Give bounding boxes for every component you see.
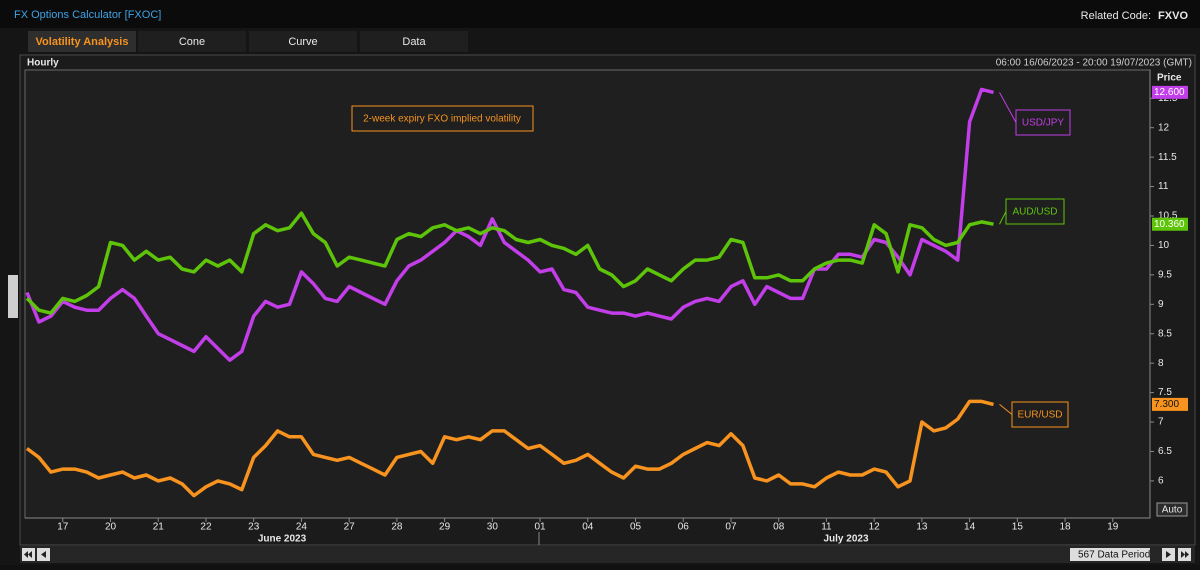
side-handle[interactable] bbox=[8, 275, 18, 318]
y-axis-label: Price bbox=[1157, 73, 1182, 84]
y-tick-label: 10 bbox=[1158, 240, 1170, 251]
auto-button-label[interactable]: Auto bbox=[1162, 505, 1183, 516]
data-period: 567 Data Period bbox=[1078, 550, 1150, 561]
x-tick-label: 04 bbox=[582, 522, 594, 533]
y-tick-label: 6 bbox=[1158, 476, 1164, 487]
x-tick-label: 20 bbox=[105, 522, 117, 533]
scroll-bar bbox=[20, 546, 1195, 563]
legend-label: EUR/USD bbox=[1017, 410, 1062, 421]
legend-label: AUD/USD bbox=[1012, 207, 1057, 218]
related-label: Related Code: bbox=[1081, 10, 1151, 22]
x-tick-label: 18 bbox=[1060, 522, 1072, 533]
x-tick-label: 06 bbox=[678, 522, 690, 533]
x-tick-label: 15 bbox=[1012, 522, 1024, 533]
page: {"header": {"title": "FX Options Calcula… bbox=[0, 0, 1200, 565]
y-tick-label: 6.5 bbox=[1158, 446, 1172, 457]
last-value-label: 10.360 bbox=[1154, 219, 1185, 230]
x-tick-label: 22 bbox=[200, 522, 212, 533]
annotation: 2-week expiry FXO implied volatility bbox=[363, 114, 521, 125]
title-bar bbox=[0, 0, 1200, 28]
x-tick-label: 11 bbox=[821, 522, 832, 533]
tab-label[interactable]: Data bbox=[402, 36, 426, 48]
app-title: FX Options Calculator [FXOC] bbox=[14, 9, 161, 21]
x-tick-label: 05 bbox=[630, 522, 642, 533]
x-tick-label: 01 bbox=[535, 522, 547, 533]
last-value-label: 7.300 bbox=[1154, 399, 1179, 410]
interval-label: Hourly bbox=[27, 58, 59, 69]
x-tick-label: 24 bbox=[296, 522, 308, 533]
y-tick-label: 11 bbox=[1158, 181, 1169, 192]
y-tick-label: 7 bbox=[1158, 417, 1164, 428]
y-tick-label: 7.5 bbox=[1158, 387, 1172, 398]
x-tick-label: 13 bbox=[916, 522, 928, 533]
screen: FX Options Calculator [FXOC] Related Cod… bbox=[0, 0, 1200, 565]
x-tick-label: 21 bbox=[153, 522, 165, 533]
month-label: July 2023 bbox=[823, 534, 868, 545]
tab-label[interactable]: Volatility Analysis bbox=[36, 36, 129, 48]
x-tick-label: 07 bbox=[725, 522, 737, 533]
date-range: 06:00 16/06/2023 - 20:00 19/07/2023 (GMT… bbox=[996, 58, 1192, 69]
x-tick-label: 14 bbox=[964, 522, 976, 533]
y-tick-label: 9.5 bbox=[1158, 270, 1172, 281]
y-tick-label: 9 bbox=[1158, 299, 1164, 310]
month-label: June 2023 bbox=[258, 534, 307, 545]
y-tick-label: 8 bbox=[1158, 358, 1164, 369]
related-code: FXVO bbox=[1158, 10, 1188, 22]
tab-label[interactable]: Cone bbox=[179, 36, 205, 48]
legend-label: USD/JPY bbox=[1022, 118, 1065, 129]
x-tick-label: 12 bbox=[869, 522, 881, 533]
y-tick-label: 8.5 bbox=[1158, 328, 1172, 339]
x-tick-label: 19 bbox=[1107, 522, 1119, 533]
x-tick-label: 27 bbox=[344, 522, 356, 533]
tab-label[interactable]: Curve bbox=[288, 36, 317, 48]
x-tick-label: 30 bbox=[487, 522, 499, 533]
last-value-label: 12.600 bbox=[1154, 87, 1185, 98]
y-tick-label: 12 bbox=[1158, 122, 1170, 133]
y-tick-label: 11.5 bbox=[1158, 152, 1177, 163]
plot-area bbox=[25, 70, 1150, 518]
x-tick-label: 28 bbox=[391, 522, 403, 533]
x-tick-label: 17 bbox=[57, 522, 69, 533]
x-tick-label: 23 bbox=[248, 522, 260, 533]
x-tick-label: 29 bbox=[439, 522, 451, 533]
x-tick-label: 08 bbox=[773, 522, 785, 533]
